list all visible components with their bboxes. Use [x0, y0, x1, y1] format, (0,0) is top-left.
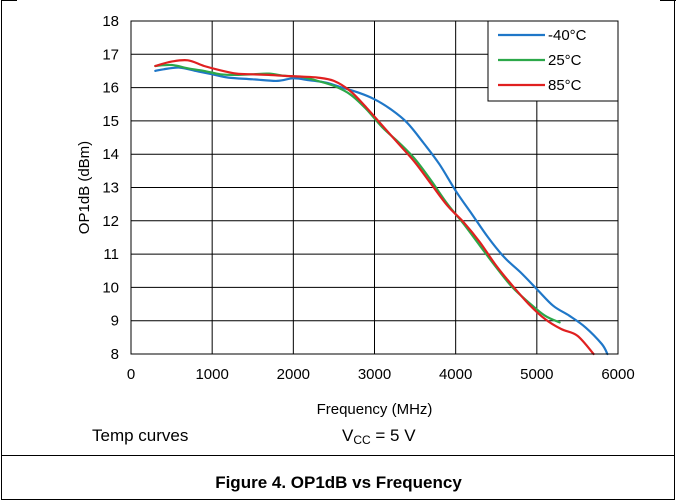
legend-label: 25°C — [548, 52, 582, 69]
y-tick-label: 18 — [102, 13, 119, 30]
legend-label: -40°C — [548, 27, 587, 44]
y-tick-labels: 8 9 10 11 12 13 14 15 16 17 18 — [102, 13, 119, 363]
x-tick-labels: 0 1000 2000 3000 4000 5000 6000 — [127, 366, 635, 383]
figure-caption: Figure 4. OP1dB vs Frequency — [215, 473, 462, 492]
y-tick-label: 8 — [111, 346, 119, 363]
y-tick-label: 13 — [102, 180, 119, 197]
legend-label: 85°C — [548, 77, 582, 94]
y-tick-label: 14 — [102, 146, 119, 163]
x-tick-label: 2000 — [277, 366, 310, 383]
frame-corner-right — [660, 0, 676, 1]
vcc-subscript: CC — [353, 433, 371, 447]
temp-curves-note: Temp curves — [92, 426, 189, 445]
caption-separator — [1, 455, 675, 456]
y-tick-label: 10 — [102, 279, 119, 296]
y-tick-label: 11 — [103, 246, 119, 263]
x-tick-label: 4000 — [439, 366, 472, 383]
x-tick-label: 5000 — [520, 366, 553, 383]
chart-grid — [131, 21, 618, 354]
x-tick-label: 1000 — [195, 366, 228, 383]
op1db-chart: 0 1000 2000 3000 4000 5000 6000 8 9 10 11 12 13 14 15… — [76, 13, 635, 418]
y-tick-label: 17 — [102, 46, 119, 63]
chart-series — [154, 58, 609, 356]
x-tick-label: 6000 — [601, 366, 634, 383]
chart-legend: -40°C 25°C 85°C — [487, 20, 619, 102]
series-line-1 — [154, 63, 561, 324]
frame-corner-left — [1, 0, 17, 1]
plot-border — [130, 20, 619, 355]
y-tick-label: 9 — [111, 313, 119, 330]
y-tick-label: 12 — [102, 213, 119, 230]
series-line-2 — [154, 58, 595, 356]
vcc-symbol: V — [342, 426, 354, 445]
y-axis-title: OP1dB (dBm) — [76, 141, 93, 234]
x-axis-title: Frequency (MHz) — [317, 401, 433, 418]
x-tick-label: 0 — [127, 366, 135, 383]
y-tick-label: 16 — [102, 80, 119, 97]
y-tick-label: 15 — [102, 113, 119, 130]
vcc-value: = 5 V — [370, 426, 416, 445]
x-tick-label: 3000 — [358, 366, 391, 383]
series-line-0 — [154, 66, 609, 356]
vcc-condition: VCC = 5 V — [342, 426, 416, 447]
